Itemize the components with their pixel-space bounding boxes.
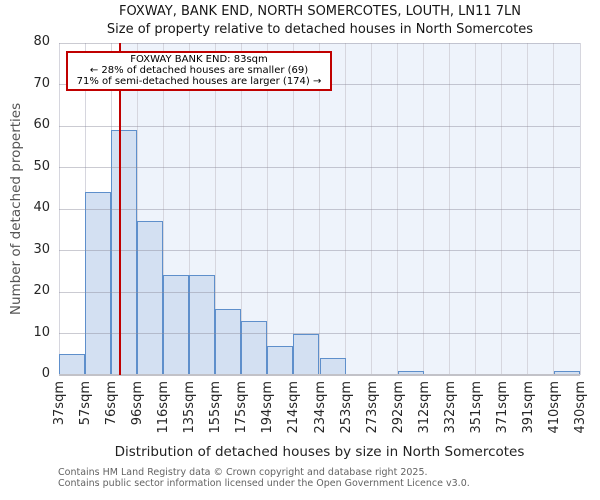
vertical-gridline [58,43,60,375]
x-tick-label: 116sqm [156,381,172,434]
vertical-gridline [292,43,294,375]
x-tick-label: 332sqm [442,381,458,434]
horizontal-gridline [59,167,580,168]
y-tick-label: 60 [33,117,50,132]
x-tick-label: 371sqm [494,381,510,434]
attribution-line-2: Contains public sector information licen… [58,478,470,489]
vertical-gridline [162,43,164,375]
y-tick-label: 70 [33,75,50,91]
histogram-bar [293,333,320,375]
y-tick-label: 10 [33,324,50,340]
x-tick-label: 57sqm [78,381,94,426]
vertical-gridline [527,43,529,375]
annotation-smaller-stat: ← 28% of detached houses are smaller (69… [89,64,309,76]
y-tick-label: 80 [33,34,50,49]
x-tick-label: 292sqm [390,381,406,434]
vertical-gridline [397,43,399,375]
histogram-bar [189,275,216,375]
histogram-bar [241,321,268,375]
y-axis-label: Number of detached properties [8,102,24,316]
x-tick-label: 135sqm [182,381,198,434]
vertical-gridline [501,43,503,375]
y-tick-label: 20 [33,283,50,298]
x-axis-line [59,374,580,376]
x-tick-label: 273sqm [364,381,380,434]
x-tick-label: 410sqm [546,381,562,434]
chart-title: FOXWAY, BANK END, NORTH SOMERCOTES, LOUT… [119,4,521,19]
x-tick-label: 234sqm [312,381,328,434]
chart-subtitle: Size of property relative to detached ho… [106,22,534,37]
y-tick-label: 30 [33,241,50,257]
x-tick-label: 312sqm [416,381,432,434]
x-tick-label: 253sqm [338,381,354,434]
plot-area [58,42,581,376]
horizontal-gridline [59,291,580,293]
histogram-bar [137,221,164,375]
horizontal-gridline [59,125,580,127]
vertical-gridline [319,43,320,375]
vertical-gridline [188,43,190,375]
vertical-gridline [475,43,477,375]
vertical-gridline [240,43,242,375]
vertical-gridline [579,43,581,375]
horizontal-gridline [59,333,580,334]
histogram-bar [319,358,346,375]
x-tick-label: 155sqm [208,381,224,434]
x-tick-label: 76sqm [104,381,120,426]
horizontal-gridline [59,208,580,210]
annotation-property-size: FOXWAY BANK END: 83sqm [130,54,268,65]
y-tick-label: 0 [41,366,50,381]
x-tick-label: 351sqm [468,381,484,434]
attribution-line-1: Contains HM Land Registry data © Crown c… [58,467,428,478]
x-tick-label: 194sqm [260,381,276,434]
histogram-bar [85,192,112,375]
y-tick-label: 40 [33,200,50,215]
x-tick-label: 96sqm [130,381,146,426]
x-tick-label: 214sqm [286,381,302,434]
vertical-gridline [371,43,373,375]
annotation-larger-stat: 71% of semi-detached houses are larger (… [76,75,322,87]
y-tick-label: 50 [33,158,50,174]
x-tick-label: 175sqm [234,381,250,434]
vertical-gridline [266,43,268,375]
vertical-gridline [214,43,216,375]
histogram-bar [59,354,86,375]
property-size-marker-line [119,43,122,375]
attribution-footer: Contains HM Land Registry data © Crown c… [58,467,470,489]
vertical-gridline [423,43,425,375]
horizontal-gridline [59,42,580,44]
histogram-bar [215,308,242,375]
vertical-gridline [553,43,555,375]
x-tick-label: 391sqm [520,381,536,434]
x-tick-label: 430sqm [573,381,588,434]
histogram-bar [267,345,294,375]
histogram-bar [163,275,190,375]
horizontal-gridline [59,250,580,251]
marker-annotation: FOXWAY BANK END: 83sqm ← 28% of detached… [66,51,332,92]
x-axis-label: Distribution of detached houses by size … [114,444,525,460]
vertical-gridline [449,43,451,375]
vertical-gridline [136,43,138,375]
vertical-gridline [345,43,347,375]
x-tick-label: 37sqm [52,381,67,426]
